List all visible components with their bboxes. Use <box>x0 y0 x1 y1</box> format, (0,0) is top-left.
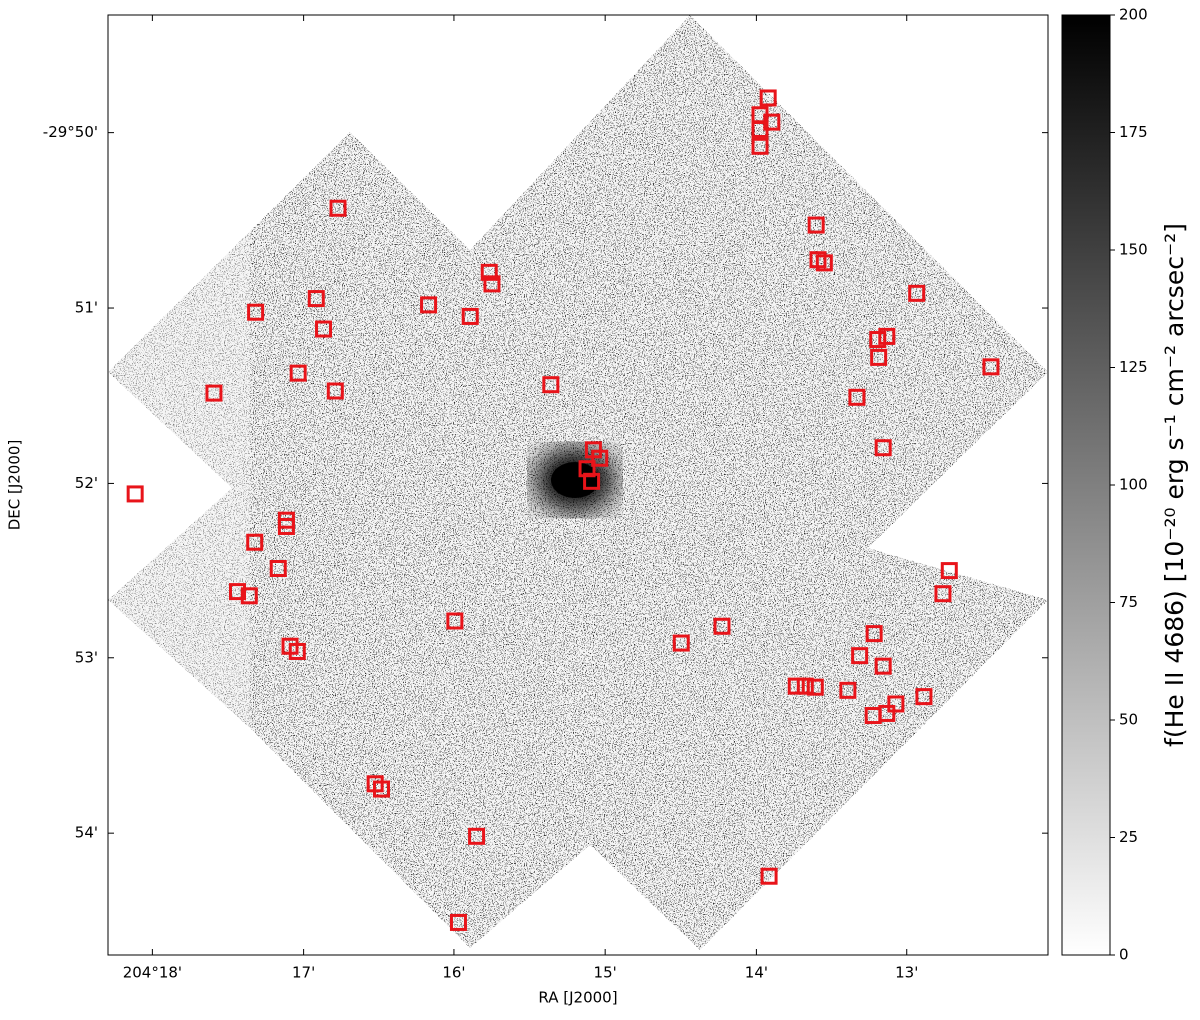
marks <box>126 89 1000 931</box>
colorbar-tick-label: 150 <box>1119 241 1148 259</box>
x-tick-label: 15' <box>594 964 617 982</box>
source-box <box>869 331 887 349</box>
source-box <box>874 439 892 457</box>
source-box <box>483 275 501 293</box>
plot-frame <box>107 14 1049 956</box>
source-box <box>751 120 769 138</box>
source-box <box>934 585 952 603</box>
colorbar <box>1061 14 1111 956</box>
x-tick-label: 14' <box>745 964 768 982</box>
source-box <box>839 681 857 699</box>
x-tick-label: 17' <box>292 964 315 982</box>
source-box <box>205 384 223 402</box>
source-box <box>240 587 258 605</box>
source-box <box>246 533 264 551</box>
source-box <box>887 695 905 713</box>
source-box <box>815 254 833 272</box>
y-tick-label: 51' <box>75 299 98 317</box>
source-box <box>759 89 777 107</box>
source-box <box>878 704 896 722</box>
y-axis-label: DEC [J2000] <box>6 440 24 531</box>
colorbar-tick-label: 50 <box>1119 711 1138 729</box>
source-box <box>288 642 306 660</box>
source-box <box>760 867 778 885</box>
source-box <box>446 612 464 630</box>
colorbar-label: f(He II 4686) [10⁻²⁰ erg s⁻¹ cm⁻² arcsec… <box>1160 223 1189 747</box>
colorbar-tick-label: 175 <box>1119 123 1148 141</box>
source-box <box>228 583 246 601</box>
source-box <box>326 382 344 400</box>
source-box <box>542 376 560 394</box>
source-box <box>874 657 892 675</box>
y-tick-label: -29°50' <box>43 123 98 141</box>
x-tick-label: 204°18' <box>123 964 182 982</box>
x-axis-label: RA [J2000] <box>538 989 617 1007</box>
source-box <box>269 559 287 577</box>
source-box <box>878 327 896 345</box>
y-tick-label: 54' <box>75 824 98 842</box>
x-tick-label: 13' <box>895 964 918 982</box>
source-box <box>982 358 1000 376</box>
source-box <box>787 677 805 695</box>
source-box <box>583 472 601 490</box>
colorbar-tick-label: 100 <box>1119 476 1148 494</box>
source-box <box>420 296 438 314</box>
source-box <box>372 780 390 798</box>
colorbar-tick-label: 0 <box>1119 946 1129 964</box>
image <box>108 15 1048 955</box>
source-box <box>865 625 883 643</box>
source-box <box>480 263 498 281</box>
source-box <box>315 320 333 338</box>
source-box <box>449 913 467 931</box>
source-box <box>672 634 690 652</box>
source-box <box>870 348 888 366</box>
source-box <box>468 827 486 845</box>
source-box <box>126 485 144 503</box>
source-box <box>806 678 824 696</box>
source-box <box>247 303 265 321</box>
colorbar-tick-label: 75 <box>1119 593 1138 611</box>
source-box <box>713 617 731 635</box>
source-box <box>329 199 347 217</box>
source-box <box>940 562 958 580</box>
source-box <box>807 216 825 234</box>
source-box <box>591 449 609 467</box>
colorbar-tick-label: 125 <box>1119 358 1148 376</box>
nucleus-core <box>551 462 599 498</box>
source-box <box>461 307 479 325</box>
y-tick-label: 53' <box>75 648 98 666</box>
source-box <box>289 364 307 382</box>
source-box <box>796 677 814 695</box>
source-box <box>908 284 926 302</box>
colorbar-tick-label: 25 <box>1119 828 1138 846</box>
source-box <box>848 388 866 406</box>
source-box <box>851 647 869 665</box>
colorbar-tick-label: 200 <box>1119 6 1148 24</box>
source-box <box>915 688 933 706</box>
source-box <box>751 137 769 155</box>
noise-dense <box>250 15 1048 950</box>
source-box <box>277 517 295 535</box>
x-tick-label: 16' <box>442 964 465 982</box>
source-box <box>307 290 325 308</box>
y-tick-label: 52' <box>75 474 98 492</box>
